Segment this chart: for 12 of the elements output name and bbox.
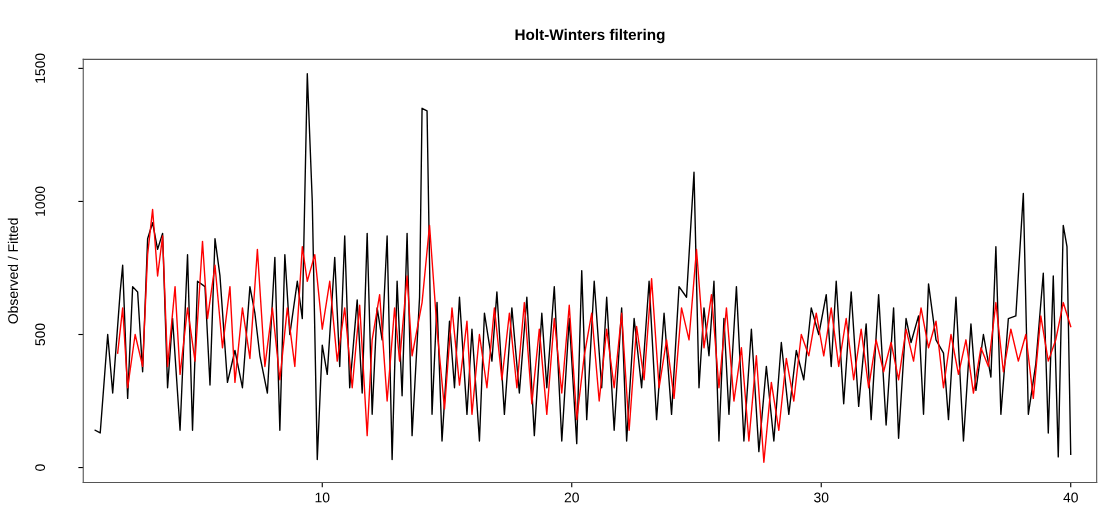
line-series (94, 73, 1072, 461)
y-tick-label: 1000 (35, 186, 46, 216)
y-axis-title: Observed / Fitted (7, 218, 18, 324)
x-tick-label: 10 (315, 492, 330, 503)
y-tick-label: 500 (35, 323, 46, 346)
x-tick-label: 40 (1063, 492, 1078, 503)
y-tick-label: 1500 (35, 53, 46, 83)
x-tick-label: 20 (564, 492, 579, 503)
x-tick-label: 30 (814, 492, 829, 503)
chart-title: Holt-Winters filtering (515, 28, 665, 44)
y-tick-label: 0 (35, 464, 46, 471)
line-series (116, 208, 1072, 463)
